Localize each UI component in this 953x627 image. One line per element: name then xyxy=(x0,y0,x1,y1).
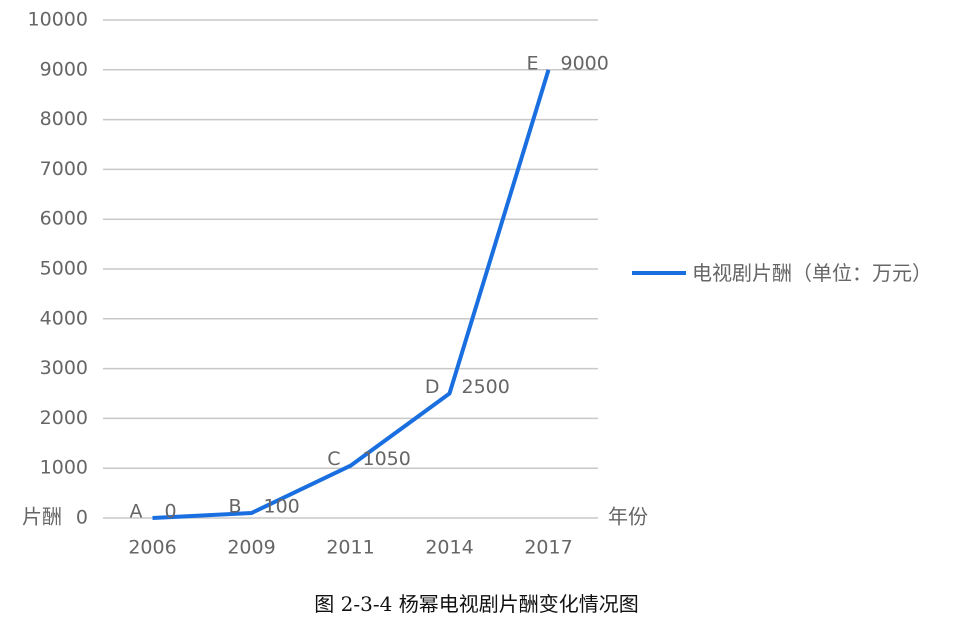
y-tick-label: 6000 xyxy=(40,208,88,230)
chart: 0100020003000400050006000700080009000100… xyxy=(22,9,648,559)
x-tick-label: 2011 xyxy=(326,537,374,559)
y-tick-label: 9000 xyxy=(40,58,88,80)
point-letter: D xyxy=(425,376,440,398)
y-tick-label: 1000 xyxy=(40,457,88,479)
data-label: 9000 xyxy=(561,52,609,74)
y-tick-label: 4000 xyxy=(40,307,88,329)
line xyxy=(152,69,551,520)
legend: 电视剧片酬（单位：万元） xyxy=(632,258,932,288)
x-tick-label: 2006 xyxy=(128,537,176,559)
x-tick-label: 2017 xyxy=(524,537,572,559)
y-tick-label: 5000 xyxy=(40,258,88,280)
x-tick-label: 2014 xyxy=(425,537,473,559)
point-letter: C xyxy=(327,448,340,470)
y-tick-label: 8000 xyxy=(40,108,88,130)
y-tick-label: 7000 xyxy=(40,158,88,180)
data-label: 100 xyxy=(264,496,300,518)
y-tick-label: 10000 xyxy=(28,9,88,31)
point-letter: A xyxy=(130,501,143,523)
y-tick-label: 0 xyxy=(76,507,88,529)
legend-label: 电视剧片酬（单位：万元） xyxy=(692,261,932,285)
data-label: 1050 xyxy=(363,448,411,470)
y-tick-label: 2000 xyxy=(40,407,88,429)
data-label: 0 xyxy=(165,501,177,523)
x-axis-label: 年份 xyxy=(608,505,648,529)
legend-swatch xyxy=(632,271,686,275)
data-label: 2500 xyxy=(462,376,510,398)
x-tick-label: 2009 xyxy=(227,537,275,559)
caption: 图 2-3-4 杨幂电视剧片酬变化情况图 xyxy=(314,592,639,616)
y-axis-label: 片酬 xyxy=(22,505,62,529)
point-letter: B xyxy=(228,496,241,518)
y-tick-label: 3000 xyxy=(40,357,88,379)
point-letter: E xyxy=(526,52,538,74)
